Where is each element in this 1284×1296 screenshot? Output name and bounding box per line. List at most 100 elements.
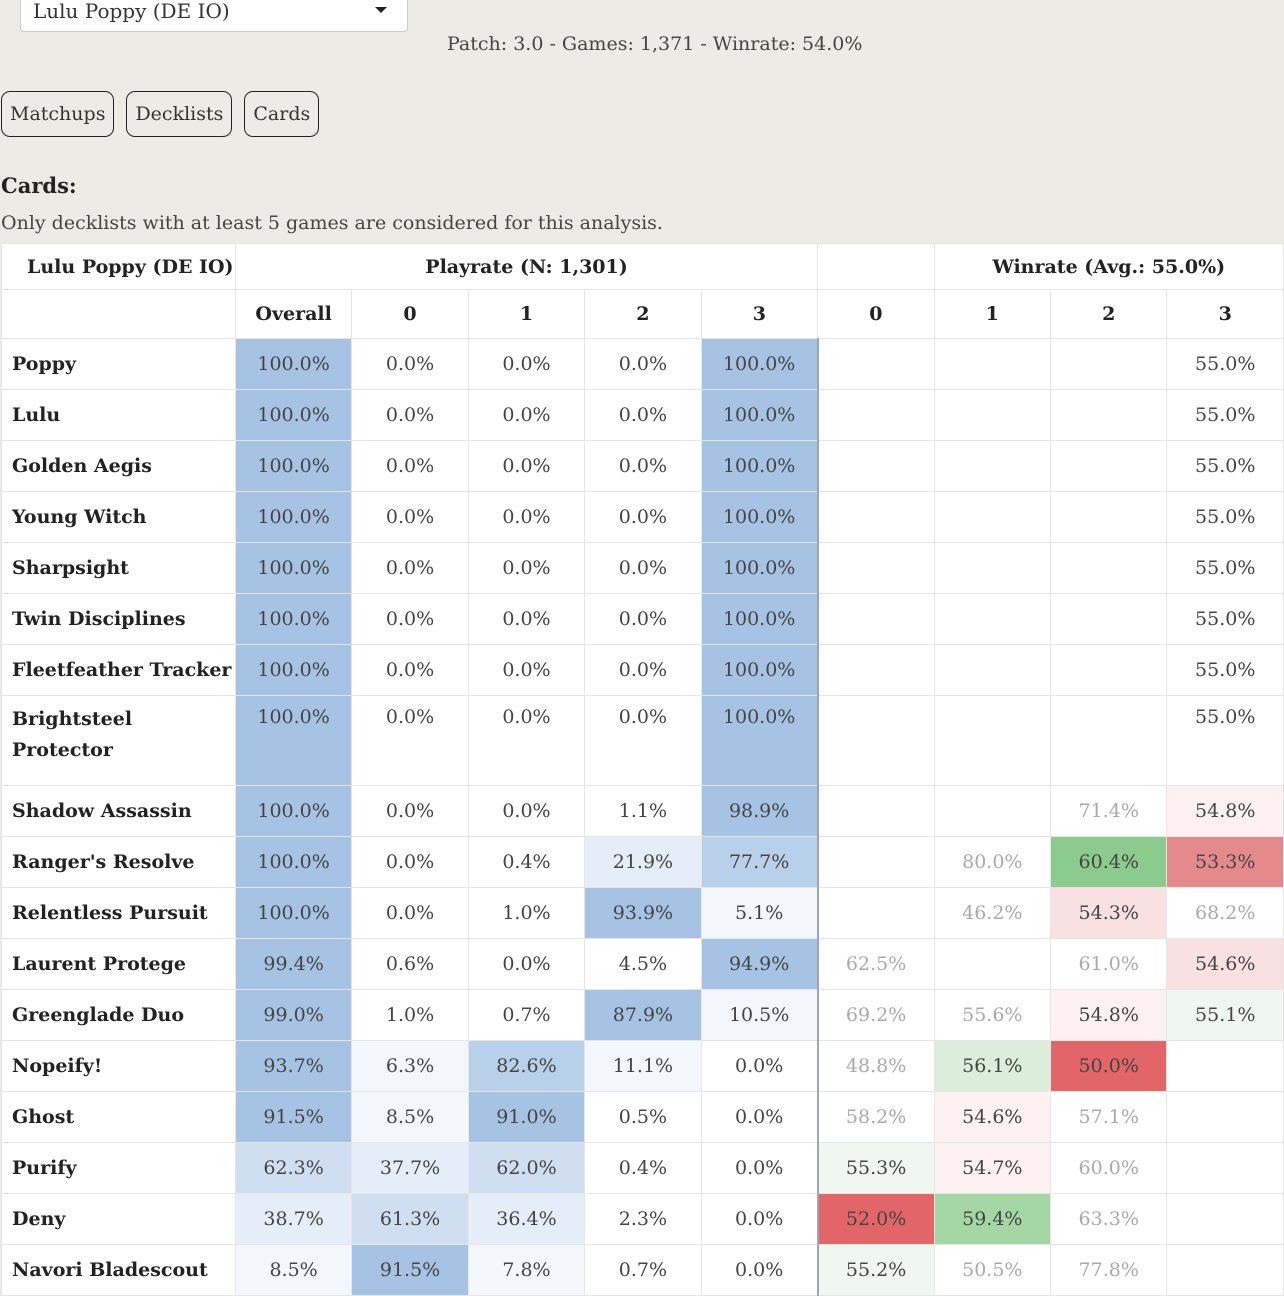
deck-select-value: Lulu Poppy (DE IO) [33, 0, 230, 23]
chevron-down-icon [375, 7, 387, 13]
header-spacer [817, 243, 935, 290]
winrate-cell: 54.6% [933, 1091, 1052, 1143]
playrate-cell: 100.0% [700, 338, 819, 390]
winrate-cell [1166, 1040, 1284, 1092]
column-header[interactable]: 1 [933, 289, 1052, 339]
card-name[interactable]: Nopeify! [1, 1040, 236, 1092]
card-name[interactable]: Lulu [1, 389, 236, 441]
column-header[interactable]: 1 [467, 289, 586, 339]
card-name[interactable]: Shadow Assassin [1, 785, 236, 837]
card-name[interactable]: Greenglade Duo [1, 989, 236, 1041]
section-title: Cards: [1, 173, 77, 198]
playrate-cell: 77.7% [700, 836, 819, 888]
winrate-cell [817, 338, 935, 390]
playrate-header: Playrate (N: 1,301) [234, 243, 819, 290]
playrate-cell: 2.3% [584, 1193, 702, 1245]
card-name[interactable]: Brightsteel Protector [1, 695, 236, 786]
playrate-cell: 0.6% [351, 938, 469, 990]
card-name[interactable]: Golden Aegis [1, 440, 236, 492]
playrate-cell: 0.0% [467, 938, 586, 990]
column-header[interactable]: 2 [1050, 289, 1168, 339]
playrate-cell: 0.0% [467, 644, 586, 696]
winrate-cell: 60.4% [1050, 836, 1168, 888]
card-name[interactable]: Sharpsight [1, 542, 236, 594]
playrate-cell: 0.0% [467, 542, 586, 594]
card-name[interactable]: Fleetfeather Tracker [1, 644, 236, 696]
winrate-cell [817, 785, 935, 837]
card-name[interactable]: Ghost [1, 1091, 236, 1143]
card-name[interactable]: Relentless Pursuit [1, 887, 236, 939]
winrate-cell [1050, 440, 1168, 492]
playrate-cell: 0.4% [584, 1142, 702, 1194]
column-header[interactable]: 0 [351, 289, 469, 339]
winrate-cell: 55.0% [1166, 695, 1284, 786]
playrate-cell: 0.4% [467, 836, 586, 888]
playrate-cell: 1.1% [584, 785, 702, 837]
section-note: Only decklists with at least 5 games are… [1, 212, 663, 234]
playrate-cell: 0.0% [700, 1193, 819, 1245]
winrate-cell [933, 440, 1052, 492]
column-header[interactable]: 3 [700, 289, 819, 339]
column-header[interactable]: 3 [1166, 289, 1284, 339]
playrate-cell: 7.8% [467, 1244, 586, 1296]
winrate-cell [933, 938, 1052, 990]
playrate-cell: 100.0% [234, 644, 353, 696]
card-name[interactable]: Twin Disciplines [1, 593, 236, 645]
playrate-cell: 0.0% [467, 389, 586, 441]
winrate-cell: 50.0% [1050, 1040, 1168, 1092]
winrate-header: Winrate (Avg.: 55.0%) [933, 243, 1284, 290]
card-name[interactable]: Young Witch [1, 491, 236, 543]
winrate-cell: 80.0% [933, 836, 1052, 888]
playrate-cell: 0.0% [467, 695, 586, 786]
winrate-cell: 56.1% [933, 1040, 1052, 1092]
tab-decklists[interactable]: Decklists [126, 91, 233, 137]
deck-select[interactable]: Lulu Poppy (DE IO) [20, 0, 408, 32]
cards-table: Lulu Poppy (DE IO) Playrate (N: 1,301) W… [1, 243, 1284, 1296]
card-name[interactable]: Navori Bladescout [1, 1244, 236, 1296]
playrate-cell: 0.0% [700, 1244, 819, 1296]
winrate-cell [1050, 542, 1168, 594]
table-row: Laurent Protege 99.4% 0.6% 0.0% 4.5% 94.9% 62.… [1, 938, 1284, 990]
playrate-cell: 0.0% [584, 644, 702, 696]
playrate-cell: 6.3% [351, 1040, 469, 1092]
column-header[interactable]: Overall [234, 289, 353, 339]
playrate-cell: 61.3% [351, 1193, 469, 1245]
card-name[interactable]: Laurent Protege [1, 938, 236, 990]
winrate-cell: 69.2% [817, 989, 935, 1041]
tab-matchups[interactable]: Matchups [1, 91, 115, 137]
card-name[interactable]: Purify [1, 1142, 236, 1194]
winrate-cell [817, 695, 935, 786]
playrate-cell: 100.0% [234, 836, 353, 888]
playrate-cell: 62.3% [234, 1142, 353, 1194]
playrate-cell: 0.0% [467, 440, 586, 492]
table-row: Brightsteel Protector 100.0% 0.0% 0.0% 0.0% 1… [1, 695, 1284, 786]
table-row: Sharpsight 100.0% 0.0% 0.0% 0.0% 100.0% 55.0% [1, 542, 1284, 594]
winrate-cell: 55.3% [817, 1142, 935, 1194]
playrate-cell: 0.7% [467, 989, 586, 1041]
playrate-cell: 100.0% [234, 542, 353, 594]
winrate-cell [817, 389, 935, 441]
winrate-cell: 53.3% [1166, 836, 1284, 888]
winrate-cell: 59.4% [933, 1193, 1052, 1245]
playrate-cell: 100.0% [234, 440, 353, 492]
playrate-cell: 0.5% [584, 1091, 702, 1143]
playrate-cell: 8.5% [351, 1091, 469, 1143]
winrate-cell [817, 836, 935, 888]
table-row: Shadow Assassin 100.0% 0.0% 0.0% 1.1% 98.9% 71… [1, 785, 1284, 837]
winrate-cell [1166, 1142, 1284, 1194]
winrate-cell [1050, 593, 1168, 645]
winrate-cell [817, 887, 935, 939]
column-header[interactable]: 2 [584, 289, 702, 339]
card-name[interactable]: Ranger's Resolve [1, 836, 236, 888]
winrate-cell [1050, 338, 1168, 390]
table-row: Fleetfeather Tracker 100.0% 0.0% 0.0% 0.0% 10… [1, 644, 1284, 696]
winrate-cell: 55.1% [1166, 989, 1284, 1041]
column-header[interactable]: 0 [817, 289, 935, 339]
playrate-cell: 100.0% [234, 695, 353, 786]
winrate-cell: 55.0% [1166, 440, 1284, 492]
winrate-cell [817, 644, 935, 696]
tab-cards[interactable]: Cards [244, 91, 320, 137]
card-name[interactable]: Deny [1, 1193, 236, 1245]
playrate-cell: 0.0% [351, 593, 469, 645]
card-name[interactable]: Poppy [1, 338, 236, 390]
